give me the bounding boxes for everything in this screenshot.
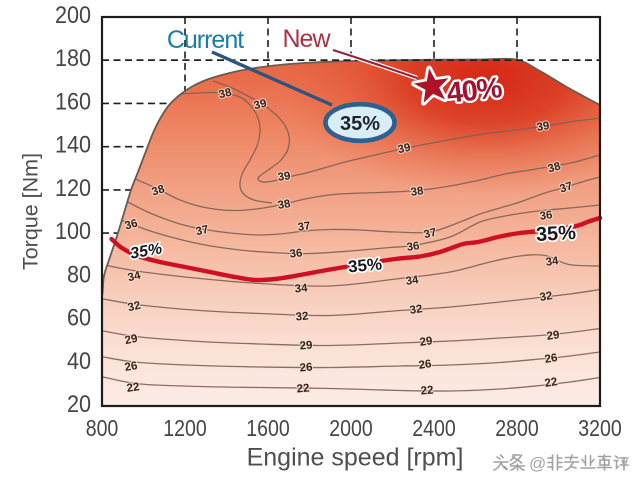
svg-text:60: 60 [67,304,91,331]
svg-text:2000: 2000 [329,416,373,442]
svg-text:20: 20 [67,390,91,417]
svg-text:29: 29 [546,329,560,343]
svg-text:3200: 3200 [578,416,622,442]
svg-text:35%: 35% [347,255,383,277]
svg-text:26: 26 [299,361,313,374]
svg-text:29: 29 [299,339,313,352]
svg-text:39: 39 [397,142,412,156]
svg-text:38: 38 [546,160,562,175]
svg-text:36: 36 [406,240,420,254]
svg-text:Torque [Nm]: Torque [Nm] [19,153,43,270]
svg-text:22: 22 [126,381,140,395]
svg-text:32: 32 [127,300,142,315]
svg-text:26: 26 [418,358,432,372]
svg-text:38: 38 [150,183,166,199]
svg-text:34: 34 [294,282,308,295]
svg-text:39: 39 [253,98,268,113]
svg-text:2400: 2400 [412,416,456,442]
svg-text:35%: 35% [340,113,380,135]
svg-text:200: 200 [55,1,91,28]
svg-text:180: 180 [55,44,91,71]
svg-text:37: 37 [297,220,311,234]
svg-text:36: 36 [123,217,139,232]
svg-text:32: 32 [539,290,554,304]
svg-text:37: 37 [195,224,210,238]
svg-text:32: 32 [295,310,309,323]
svg-text:40: 40 [67,347,91,374]
svg-text:34: 34 [545,255,560,269]
svg-text:New: New [282,25,331,53]
svg-text:36: 36 [539,209,553,223]
svg-text:34: 34 [127,269,143,284]
svg-text:1600: 1600 [246,416,290,442]
svg-text:38: 38 [410,185,425,199]
svg-text:38: 38 [218,86,234,101]
svg-text:22: 22 [420,384,434,397]
svg-text:Current: Current [167,26,244,54]
svg-text:32: 32 [409,303,423,317]
svg-text:26: 26 [124,360,139,374]
svg-text:37: 37 [423,227,438,242]
svg-text:Engine speed [rpm]: Engine speed [rpm] [247,444,464,472]
svg-text:80: 80 [67,260,91,287]
svg-text:@: @ [529,454,546,473]
svg-text:22: 22 [296,382,310,395]
svg-text:2800: 2800 [495,416,539,442]
svg-text:39: 39 [277,170,291,184]
svg-text:140: 140 [55,131,91,158]
svg-text:120: 120 [55,174,91,201]
svg-text:22: 22 [544,376,559,390]
svg-text:35%: 35% [535,222,576,246]
svg-text:40%: 40% [445,72,504,110]
svg-text:36: 36 [289,247,303,260]
svg-text:800: 800 [86,416,119,442]
svg-text:37: 37 [558,180,574,195]
svg-text:29: 29 [419,335,433,349]
svg-text:100: 100 [55,217,91,244]
svg-text:1200: 1200 [163,416,207,442]
svg-text:29: 29 [124,333,139,347]
svg-text:160: 160 [55,87,91,114]
svg-text:34: 34 [405,274,420,288]
svg-text:38: 38 [277,198,292,212]
svg-text:26: 26 [544,352,559,366]
svg-text:39: 39 [536,120,551,134]
